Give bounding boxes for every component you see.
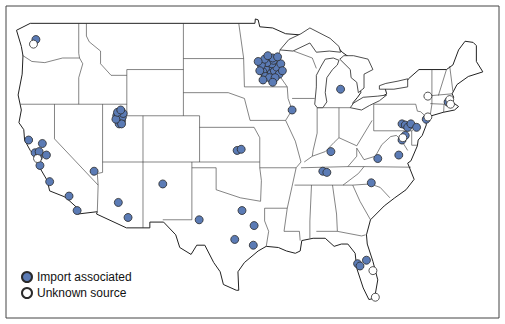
svg-text:Unknown source: Unknown source xyxy=(37,286,127,300)
svg-text:Import associated: Import associated xyxy=(37,270,132,284)
